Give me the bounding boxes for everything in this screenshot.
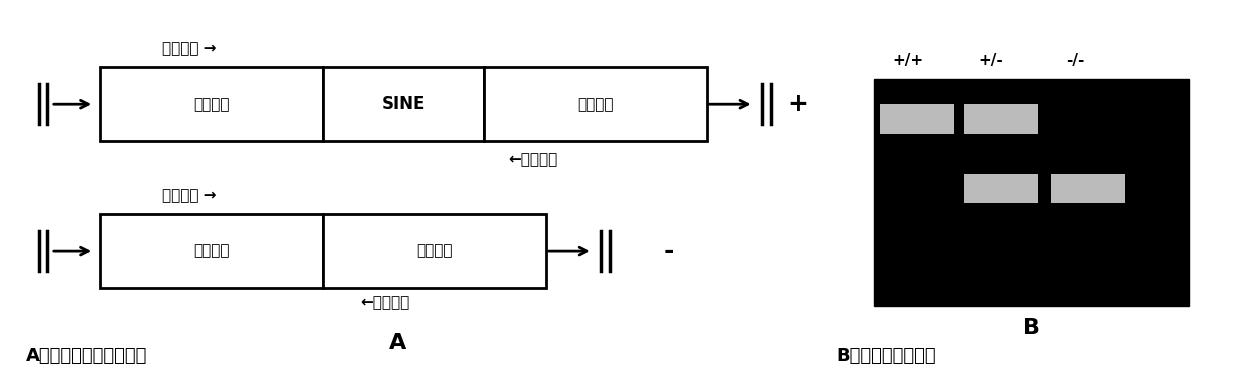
Bar xyxy=(100,214,324,288)
Text: SINE: SINE xyxy=(382,95,425,113)
Text: +/-: +/- xyxy=(978,53,1003,68)
Bar xyxy=(880,104,954,134)
Text: B: B xyxy=(1023,318,1040,338)
Text: +: + xyxy=(787,92,808,116)
Text: 上游引物 →: 上游引物 → xyxy=(162,189,217,204)
Bar xyxy=(1050,174,1125,204)
Text: A: A xyxy=(388,333,405,353)
Bar xyxy=(963,174,1038,204)
Text: 上游引物 →: 上游引物 → xyxy=(162,42,217,57)
Text: B、电泳结果示意图: B、电泳结果示意图 xyxy=(837,347,936,365)
Text: -: - xyxy=(663,239,673,263)
Bar xyxy=(324,214,546,288)
Bar xyxy=(963,104,1038,134)
Text: +/+: +/+ xyxy=(893,53,924,68)
Text: 侧翼序列: 侧翼序列 xyxy=(193,243,229,259)
Text: 侧翼序列: 侧翼序列 xyxy=(193,97,229,112)
Text: -/-: -/- xyxy=(1066,53,1085,68)
Text: ←下游引物: ←下游引物 xyxy=(360,295,409,310)
Text: A、引物设计原理示意图: A、引物设计原理示意图 xyxy=(26,347,148,365)
Bar xyxy=(484,67,707,141)
Text: ←下游引物: ←下游引物 xyxy=(508,152,558,167)
Text: 侧翼序列: 侧翼序列 xyxy=(417,243,453,259)
Bar xyxy=(324,67,484,141)
Bar xyxy=(874,78,1189,306)
Bar xyxy=(100,67,324,141)
Text: 侧翼序列: 侧翼序列 xyxy=(577,97,614,112)
